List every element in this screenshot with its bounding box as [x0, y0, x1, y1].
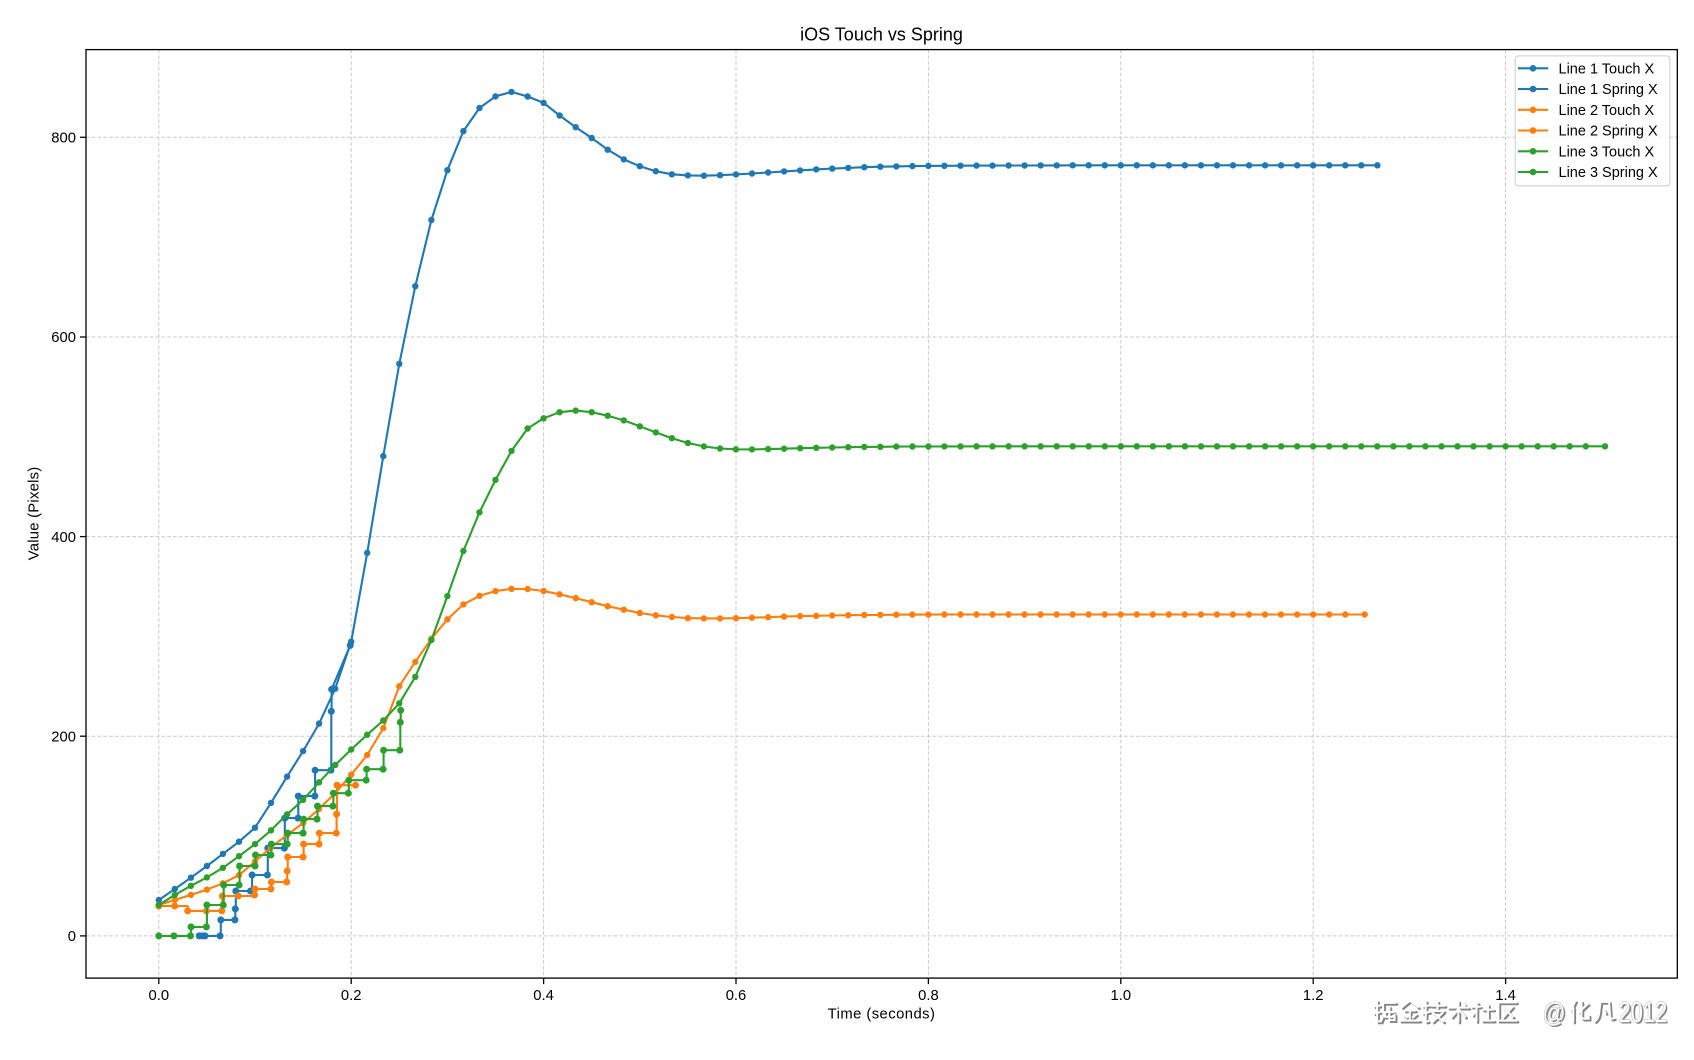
svg-text:Value (Pixels): Value (Pixels)	[27, 467, 43, 561]
svg-text:Time (seconds): Time (seconds)	[828, 1007, 936, 1023]
svg-text:800: 800	[51, 131, 76, 147]
svg-text:Line 2 Touch X: Line 2 Touch X	[1559, 103, 1655, 119]
svg-text:400: 400	[51, 530, 76, 546]
svg-text:Line 2 Spring X: Line 2 Spring X	[1559, 124, 1658, 140]
svg-text:@: @	[1543, 998, 1566, 1028]
svg-text:600: 600	[51, 330, 76, 346]
svg-text:0.4: 0.4	[533, 988, 554, 1004]
svg-text:2012: 2012	[1620, 999, 1668, 1031]
svg-text:Line 3 Touch X: Line 3 Touch X	[1559, 144, 1655, 160]
svg-text:Line 1 Touch X: Line 1 Touch X	[1559, 61, 1655, 77]
svg-text:1.4: 1.4	[1495, 988, 1516, 1004]
svg-text:2012: 2012	[1619, 997, 1667, 1029]
svg-text:0.8: 0.8	[918, 988, 939, 1004]
svg-text:iOS Touch vs Spring: iOS Touch vs Spring	[800, 25, 963, 45]
svg-text:0.0: 0.0	[149, 988, 170, 1004]
svg-text:1.0: 1.0	[1111, 988, 1132, 1004]
svg-text:@: @	[1544, 999, 1567, 1029]
svg-text:Line 3 Spring X: Line 3 Spring X	[1559, 165, 1658, 181]
svg-text:200: 200	[51, 730, 76, 746]
svg-text:0.2: 0.2	[341, 988, 362, 1004]
svg-text:Line 1 Spring X: Line 1 Spring X	[1559, 82, 1658, 98]
svg-text:0: 0	[68, 929, 76, 945]
svg-text:0.6: 0.6	[726, 988, 747, 1004]
svg-text:1.2: 1.2	[1303, 988, 1324, 1004]
